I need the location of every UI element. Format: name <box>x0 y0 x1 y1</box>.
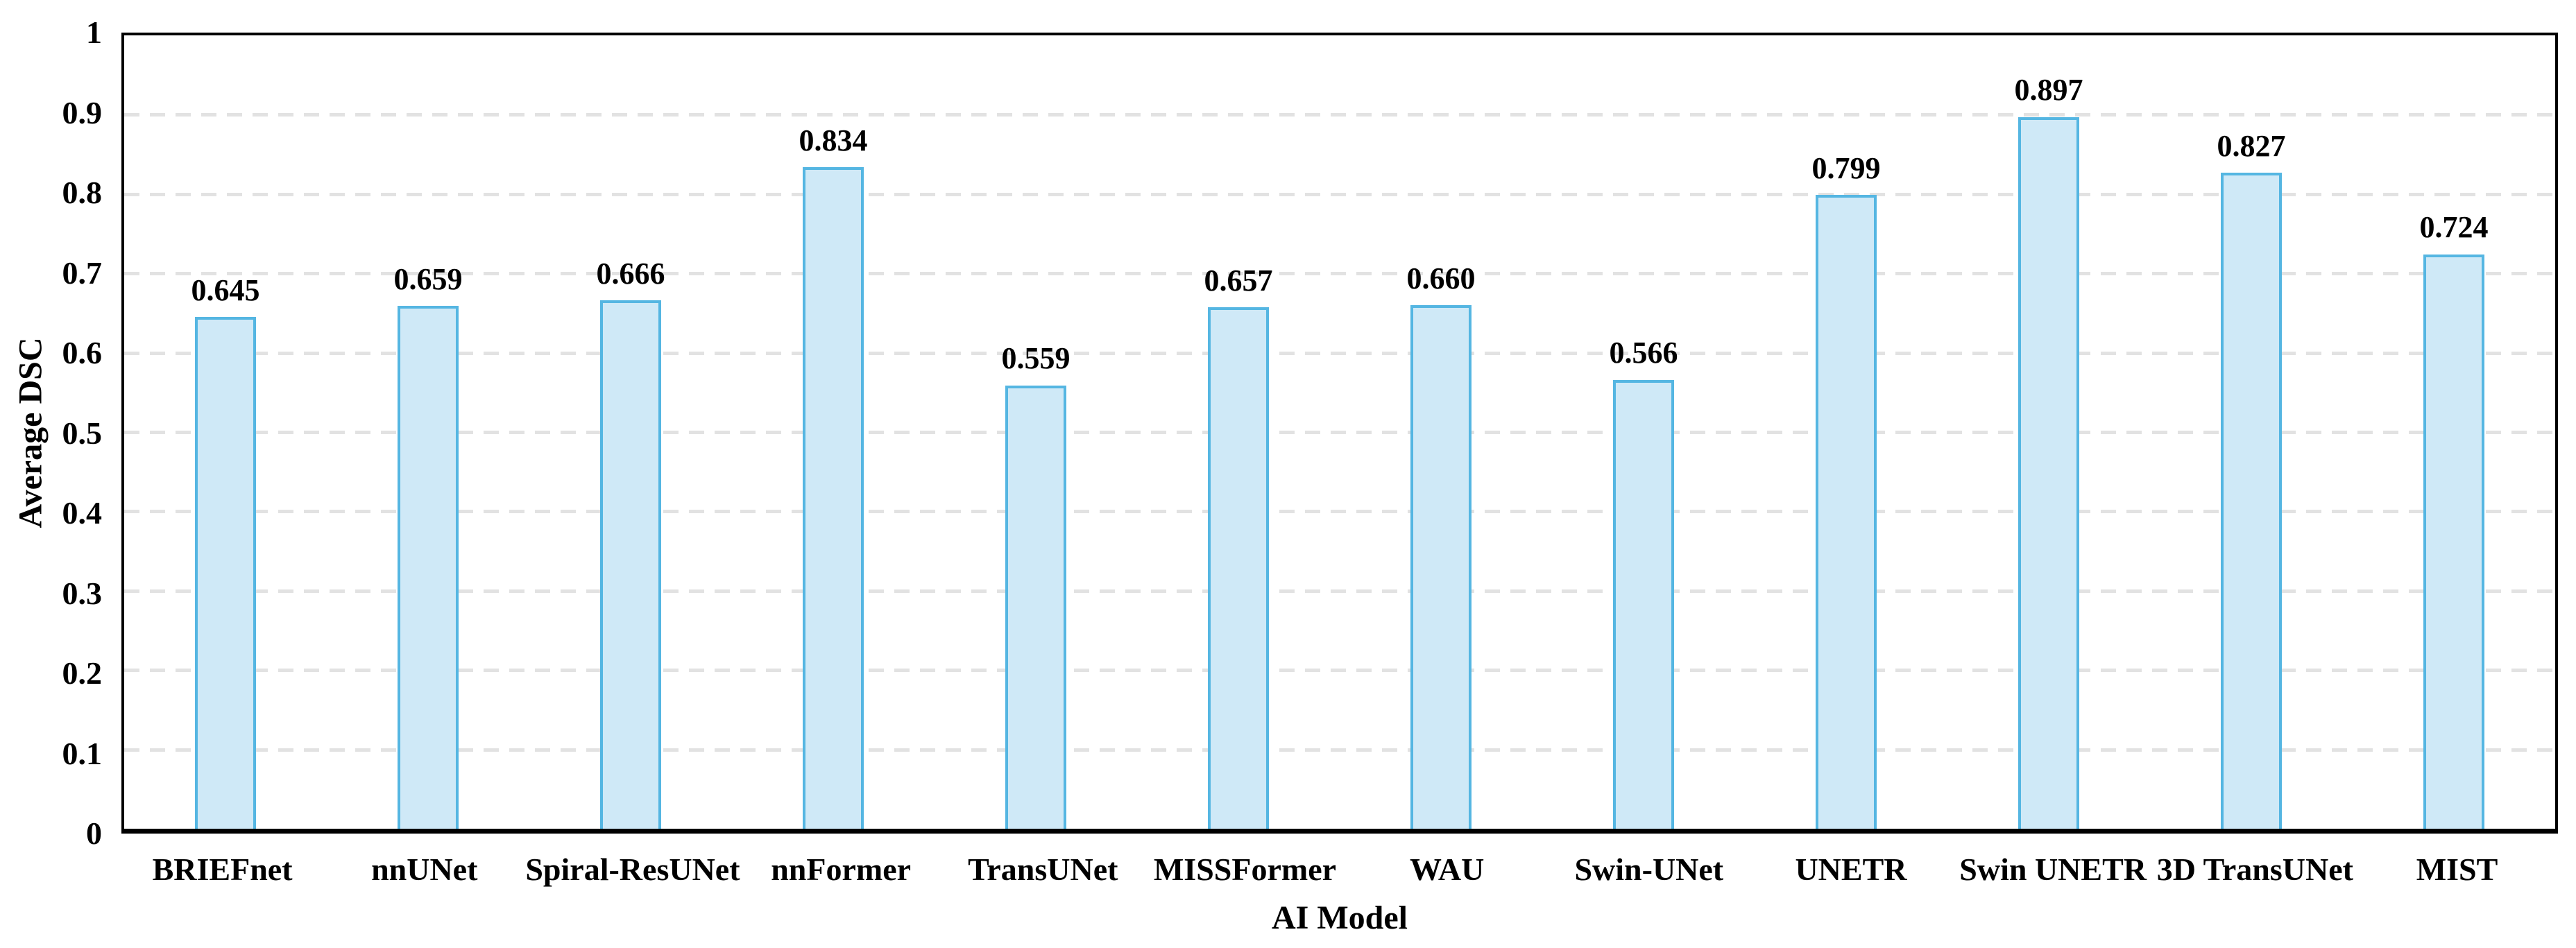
x-tick-label-BRIEFnet: BRIEFnet <box>152 852 293 887</box>
plot-area: 0.645 0.659 0.666 0.834 0.559 0.657 0.660 0.566… <box>121 33 2558 834</box>
bars-layer: 0.645 0.659 0.666 0.834 0.559 0.657 0.660 0.566… <box>124 35 2555 829</box>
x-tick-label-UNETR: UNETR <box>1795 852 1907 887</box>
value-label-Swin-UNet: 0.566 <box>1609 336 1678 370</box>
gridline-0.4 <box>124 510 2555 514</box>
value-label-MIST: 0.724 <box>2419 210 2489 245</box>
x-tick-label-3D TransUNet: 3D TransUNet <box>2156 852 2353 887</box>
value-label-3D TransUNet: 0.827 <box>2217 128 2286 163</box>
bar-column-Swin UNETR: 0.897 <box>1947 35 2150 829</box>
x-tick-label-WAU: WAU <box>1409 852 1485 887</box>
bar-column-MISSFormer: 0.657 <box>1137 35 1340 829</box>
bar-nnFormer <box>803 166 864 829</box>
x-tick-label-Spiral-ResUNet: Spiral-ResUNet <box>525 852 740 887</box>
x-tick-label-Swin-UNet: Swin-UNet <box>1574 852 1724 887</box>
x-axis-title: AI Model <box>1272 899 1408 936</box>
bar-3D TransUNet <box>2221 172 2282 829</box>
y-tick-label-1: 1 <box>86 15 102 50</box>
gridline-0.8 <box>124 192 2555 196</box>
x-tick-label-MISSFormer: MISSFormer <box>1153 852 1337 887</box>
y-tick-label-0.6: 0.6 <box>62 335 103 370</box>
gridline-0.2 <box>124 669 2555 673</box>
x-tick-label-nnFormer: nnFormer <box>771 852 912 887</box>
bar-UNETR <box>1816 194 1877 829</box>
y-tick-label-0: 0 <box>86 816 102 851</box>
gridline-0.1 <box>124 748 2555 752</box>
bar-column-MIST: 0.724 <box>2353 35 2555 829</box>
bar-column-BRIEFnet: 0.645 <box>124 35 327 829</box>
y-tick-label-0.8: 0.8 <box>62 175 103 210</box>
value-label-Spiral-ResUNet: 0.666 <box>596 256 665 291</box>
value-label-nnUNet: 0.659 <box>393 261 463 296</box>
x-axis-tick-labels: BRIEFnet nnUNet Spiral-ResUNet nnFormer Tran… <box>121 852 2558 888</box>
bar-column-3D TransUNet: 0.827 <box>2150 35 2353 829</box>
value-label-Swin UNETR: 0.897 <box>2014 73 2083 107</box>
value-label-nnFormer: 0.834 <box>799 123 868 157</box>
x-tick-label-Swin UNETR: Swin UNETR <box>1959 852 2147 887</box>
y-axis-tick-labels: 0 0.1 0.2 0.3 0.4 0.5 0.6 0.7 0.8 0.9 1 <box>0 17 103 850</box>
x-tick-label-TransUNet: TransUNet <box>968 852 1118 887</box>
bar-nnUNet <box>398 306 459 829</box>
bar-column-nnFormer: 0.834 <box>732 35 935 829</box>
bar-column-nnUNet: 0.659 <box>327 35 529 829</box>
gridline-0.9 <box>124 113 2555 117</box>
bar-BRIEFnet <box>195 317 256 829</box>
bar-column-WAU: 0.660 <box>1340 35 1542 829</box>
value-label-BRIEFnet: 0.645 <box>191 273 260 307</box>
x-tick-label-nnUNet: nnUNet <box>371 852 478 887</box>
value-label-TransUNet: 0.559 <box>1001 341 1071 376</box>
bar-MISSFormer <box>1208 307 1269 829</box>
y-tick-label-0.1: 0.1 <box>62 735 103 771</box>
x-tick-label-MIST: MIST <box>2416 852 2498 887</box>
bar-column-UNETR: 0.799 <box>1745 35 1947 829</box>
bar-Swin UNETR <box>2018 117 2079 829</box>
value-label-WAU: 0.660 <box>1406 261 1476 295</box>
y-tick-label-0.4: 0.4 <box>62 495 103 531</box>
gridline-0.5 <box>124 431 2555 434</box>
y-tick-label-0.5: 0.5 <box>62 415 103 451</box>
bar-Spiral-ResUNet <box>600 300 661 829</box>
value-label-UNETR: 0.799 <box>1811 150 1881 185</box>
gridline-0.6 <box>124 351 2555 355</box>
bar-column-TransUNet: 0.559 <box>935 35 1137 829</box>
gridline-0.7 <box>124 272 2555 276</box>
value-label-MISSFormer: 0.657 <box>1204 264 1273 298</box>
bar-MIST <box>2423 254 2484 829</box>
y-tick-label-0.7: 0.7 <box>62 255 103 291</box>
bar-TransUNet <box>1005 385 1066 829</box>
bar-Swin-UNet <box>1613 379 1674 829</box>
bar-column-Spiral-ResUNet: 0.666 <box>529 35 732 829</box>
y-tick-label-0.2: 0.2 <box>62 655 103 691</box>
bar-WAU <box>1410 304 1472 829</box>
y-tick-label-0.3: 0.3 <box>62 575 103 611</box>
bar-column-Swin-UNet: 0.566 <box>1542 35 1745 829</box>
y-tick-label-0.9: 0.9 <box>62 94 103 130</box>
gridline-0.3 <box>124 589 2555 593</box>
